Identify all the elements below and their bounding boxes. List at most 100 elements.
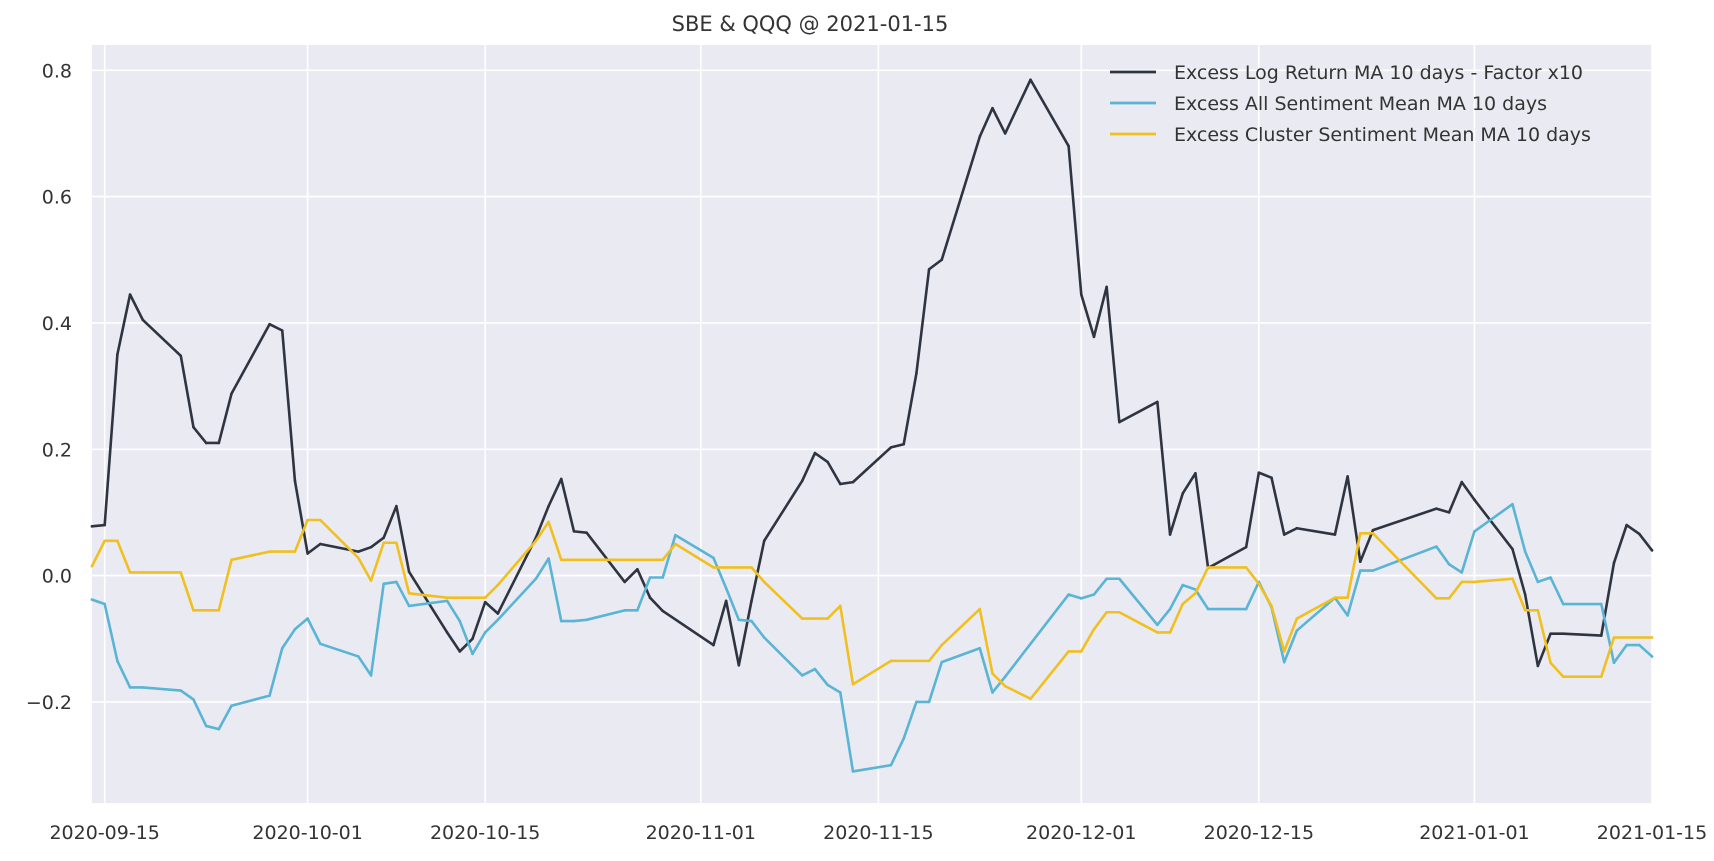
x-tick-label: 2020-10-01 (252, 822, 362, 844)
data-point (1270, 476, 1273, 479)
x-tick-label: 2021-01-01 (1419, 822, 1529, 844)
data-point (407, 570, 411, 574)
data-point (357, 655, 360, 658)
data-point (483, 600, 487, 604)
data-point (90, 525, 94, 528)
data-point (1003, 684, 1007, 688)
y-tick-label: 0.2 (42, 439, 72, 461)
data-point (902, 737, 906, 740)
data-point (1079, 650, 1083, 653)
data-point (293, 550, 297, 553)
data-point (116, 659, 119, 663)
data-point (800, 617, 804, 620)
data-point (1625, 636, 1628, 639)
data-point (496, 618, 500, 622)
data-point (1460, 480, 1464, 484)
data-point (585, 531, 588, 534)
data-point (940, 258, 944, 262)
data-point (991, 691, 994, 694)
data-point (1194, 591, 1197, 595)
data-point (395, 541, 398, 545)
data-point (357, 550, 360, 553)
data-point (458, 619, 462, 623)
series-line-2 (90, 502, 1654, 773)
data-point (1650, 655, 1654, 658)
data-point (1346, 475, 1349, 478)
data-point (179, 571, 183, 574)
data-point (636, 609, 639, 612)
data-point (813, 667, 817, 671)
data-point (585, 618, 588, 622)
data-point (204, 441, 208, 445)
data-point (1118, 610, 1121, 614)
data-point (559, 619, 563, 623)
series-lines (90, 78, 1654, 773)
data-point (483, 631, 487, 634)
data-point (1067, 593, 1070, 596)
data-point (1003, 675, 1007, 678)
data-point (1168, 607, 1172, 611)
series-line-1 (90, 78, 1654, 668)
legend-item: Excess Log Return MA 10 days - Factor x1… (1110, 62, 1583, 84)
x-tick-label: 2020-10-15 (430, 822, 540, 844)
data-point (1447, 562, 1451, 566)
legend-item: Excess All Sentiment Mean MA 10 days (1110, 93, 1547, 115)
data-point (318, 542, 322, 546)
data-point (90, 598, 94, 601)
data-point (1435, 545, 1438, 548)
data-point (661, 609, 665, 613)
data-point (559, 477, 563, 481)
data-point (978, 135, 982, 138)
y-tick-label: 0.0 (42, 566, 72, 588)
data-point (648, 596, 652, 600)
data-point (750, 599, 753, 603)
data-point (889, 659, 893, 663)
data-point (991, 106, 994, 110)
data-point (623, 558, 626, 562)
data-point (1067, 144, 1070, 148)
data-point (1092, 335, 1096, 339)
data-point (141, 571, 145, 574)
data-point (547, 504, 550, 508)
data-point (1118, 420, 1121, 424)
data-point (103, 602, 106, 606)
data-point (471, 596, 474, 600)
series-2 (90, 502, 1654, 773)
data-point (1105, 610, 1108, 614)
data-point (192, 425, 195, 429)
data-point (318, 518, 322, 522)
x-tick-label: 2020-12-01 (1026, 822, 1136, 844)
data-point (496, 583, 500, 587)
data-point (636, 567, 639, 571)
data-point (483, 596, 487, 600)
data-point (1244, 607, 1248, 611)
data-point (750, 566, 753, 569)
data-point (534, 539, 538, 543)
data-point (217, 609, 221, 612)
data-point (204, 609, 208, 612)
data-point (217, 441, 221, 445)
data-point (1270, 604, 1273, 608)
data-point (293, 627, 297, 631)
data-point (1156, 400, 1159, 404)
data-point (116, 353, 119, 356)
data-point (838, 691, 842, 694)
data-point (851, 480, 855, 484)
data-point (572, 530, 576, 533)
data-point (1536, 664, 1540, 668)
data-point (1625, 523, 1628, 527)
chart-title: SBE & QQQ @ 2021-01-15 (672, 12, 949, 36)
data-point (1295, 526, 1299, 530)
data-point (940, 643, 944, 647)
data-point (128, 293, 132, 296)
data-point (369, 579, 373, 582)
data-point (458, 650, 462, 653)
data-point (1599, 602, 1603, 606)
data-point (737, 664, 741, 667)
data-point (927, 659, 931, 663)
data-point (1282, 650, 1286, 653)
data-point (382, 582, 386, 586)
data-point (737, 566, 741, 569)
data-point (724, 599, 728, 603)
data-point (1460, 580, 1464, 584)
